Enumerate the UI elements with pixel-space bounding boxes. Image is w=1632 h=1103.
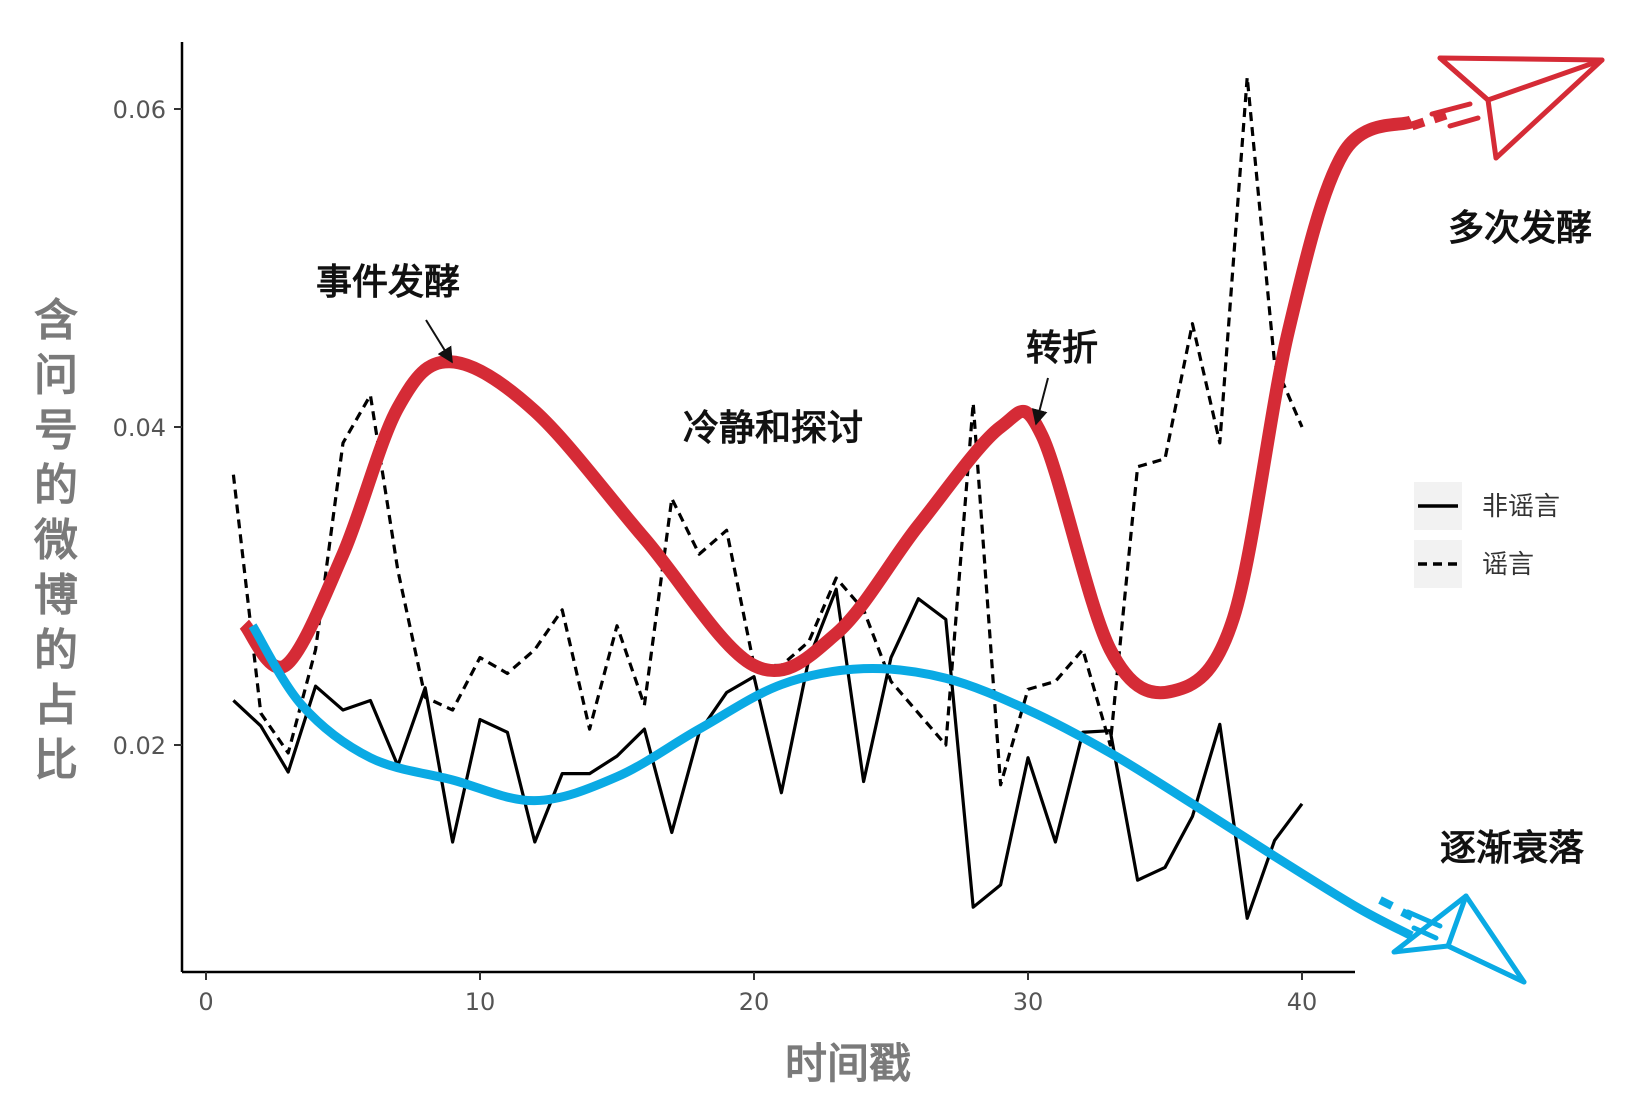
annotation-calm-discussion: 冷静和探讨: [683, 408, 863, 449]
y-tick-label-1: 0.04: [113, 414, 166, 442]
y-tick-label-0: 0.02: [113, 732, 166, 760]
y-axis-label-char: 比: [34, 735, 78, 786]
x-tick-label-0: 0: [198, 988, 213, 1016]
red-paper-plane-icon: [1429, 55, 1605, 161]
annotation-gradual-decline: 逐渐衰落: [1440, 828, 1585, 869]
x-tick-label-10: 10: [465, 988, 496, 1016]
blue-paper-plane-icon: [1391, 893, 1527, 985]
y-axis-label-char: 占: [34, 680, 78, 731]
annotation-multiple-fermentation: 多次发酵: [1448, 208, 1592, 249]
x-tick-label-40: 40: [1287, 988, 1318, 1016]
data-series: [231, 75, 1304, 920]
red-trend-curve: [239, 115, 1415, 700]
x-tick-label-20: 20: [739, 988, 770, 1016]
annotation-event-fermentation: 事件发酵: [316, 262, 460, 303]
y-axis-label-char: 微: [33, 515, 78, 566]
y-axis-label-char: 的: [34, 625, 78, 676]
y-axis-label-char: 问: [34, 350, 78, 401]
y-axis-label-char: 含: [34, 295, 79, 346]
annotation-arrow-turning: [1031, 377, 1049, 426]
annotation-arrow-event: [425, 319, 453, 364]
series-line-non-rumor: [232, 587, 1304, 920]
axis-ticks: 0 10 20 30 40 0.02 0.04 0.06: [113, 96, 1318, 1016]
blue-trend-tail: [1378, 896, 1414, 921]
legend-label-non-rumor: 非谣言: [1482, 492, 1560, 522]
annotation-turning-point: 转折: [1026, 328, 1098, 369]
y-tick-label-2: 0.06: [113, 96, 166, 124]
legend-label-rumor: 谣言: [1482, 550, 1534, 580]
y-axis-label-char: 号: [34, 405, 78, 456]
y-axis-label-char: 博: [34, 570, 78, 621]
legend: 非谣言 谣言: [1414, 482, 1560, 588]
x-axis-label: 时间戳: [785, 1039, 911, 1088]
red-trend-tail: [1410, 110, 1448, 131]
blue-trend-curve: [248, 623, 1414, 940]
x-tick-label-30: 30: [1013, 988, 1044, 1016]
y-axis-label-char: 的: [34, 460, 78, 511]
trend-curves: [239, 110, 1448, 940]
